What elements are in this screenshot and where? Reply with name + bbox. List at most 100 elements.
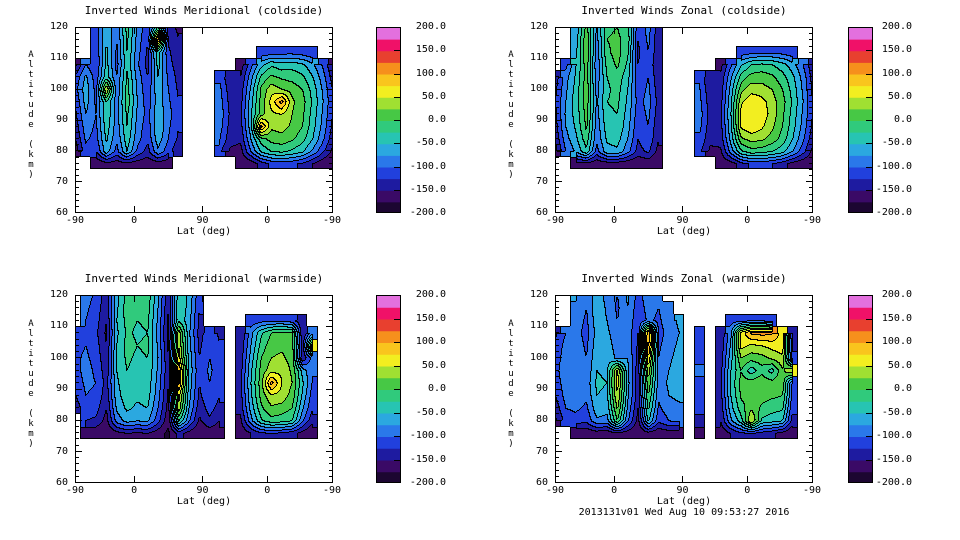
y-tick-label: 60 — [535, 207, 548, 218]
contour-canvas-meridional-coldside — [75, 27, 333, 213]
colorbar-tick-label: -100.0 — [875, 430, 912, 441]
colorbar-tick-label: 100.0 — [881, 67, 912, 79]
y-tick-label: 100 — [529, 351, 548, 363]
colorbar-tick-label: 200.0 — [415, 289, 446, 300]
x-axis-label: Lat (deg) — [656, 226, 712, 237]
colorbar-meridional-coldside — [376, 27, 401, 213]
colorbar-tick-label: 150.0 — [881, 312, 912, 324]
x-tick-label: 0 — [744, 485, 751, 496]
colorbar-tick-label: -50.0 — [881, 137, 912, 149]
colorbar-tick-label: -100.0 — [875, 160, 912, 172]
colorbar-tick-label: 200.0 — [881, 289, 912, 300]
x-tick-label: 90 — [676, 215, 689, 226]
colorbar-tick-label: -200.0 — [409, 477, 446, 488]
panel-title-meridional-warmside: Inverted Winds Meridional (warmside) — [84, 272, 324, 285]
colorbar-tick-label: 150.0 — [415, 44, 446, 56]
x-tick-label: 0 — [744, 215, 751, 226]
colorbar-tick-label: 100.0 — [415, 67, 446, 79]
colorbar-zonal-coldside — [848, 27, 873, 213]
x-tick-label: -90 — [322, 215, 342, 226]
contour-canvas-zonal-coldside — [555, 27, 813, 213]
y-tick-label: 90 — [535, 383, 548, 394]
y-tick-label: 70 — [535, 176, 548, 187]
colorbar-tick-label: 200.0 — [881, 21, 912, 32]
colorbar-tick-label: 0.0 — [893, 383, 912, 394]
colorbar-tick-label: -150.0 — [409, 183, 446, 195]
colorbar-tick-label: 50.0 — [887, 359, 912, 371]
colorbar-zonal-warmside — [848, 295, 873, 483]
y-tick-label: 100 — [529, 83, 548, 94]
colorbar-tick-label: -100.0 — [409, 430, 446, 441]
y-tick-label: 70 — [55, 176, 68, 187]
x-tick-label: 90 — [676, 485, 689, 496]
y-tick-label: 90 — [55, 383, 68, 394]
y-tick-label: 110 — [49, 320, 68, 332]
colorbar-tick-label: 50.0 — [421, 359, 446, 371]
colorbar-tick-label: -150.0 — [875, 453, 912, 465]
y-tick-label: 120 — [49, 21, 68, 32]
x-tick-label: 0 — [611, 215, 618, 226]
colorbar-tick-label: -100.0 — [409, 160, 446, 172]
y-tick-label: 60 — [535, 477, 548, 488]
y-tick-label: 60 — [55, 477, 68, 488]
colorbar-tick-label: -150.0 — [875, 183, 912, 195]
x-tick-label: 90 — [196, 485, 209, 496]
colorbar-tick-label: -50.0 — [415, 137, 446, 149]
y-tick-label: 100 — [49, 83, 68, 94]
y-tick-label: 110 — [49, 52, 68, 63]
colorbar-meridional-warmside — [376, 295, 401, 483]
y-tick-label: 100 — [49, 351, 68, 363]
y-tick-label: 80 — [535, 414, 548, 426]
x-tick-label: -90 — [545, 215, 565, 226]
y-tick-label: 80 — [55, 414, 68, 426]
x-tick-label: -90 — [802, 215, 822, 226]
y-tick-label: 120 — [529, 21, 548, 32]
y-tick-label: 70 — [55, 445, 68, 457]
y-tick-label: 110 — [529, 52, 548, 63]
colorbar-tick-label: 0.0 — [893, 114, 912, 125]
x-tick-label: -90 — [545, 485, 565, 496]
x-tick-label: -90 — [802, 485, 822, 496]
y-tick-label: 90 — [535, 114, 548, 125]
colorbar-tick-label: -150.0 — [409, 453, 446, 465]
y-tick-label: 120 — [49, 289, 68, 300]
colorbar-tick-label: 150.0 — [881, 44, 912, 56]
panel-title-meridional-coldside: Inverted Winds Meridional (coldside) — [84, 4, 324, 17]
x-tick-label: 0 — [264, 215, 271, 226]
contour-canvas-zonal-warmside — [555, 295, 813, 483]
timestamp: 2013131v01 Wed Aug 10 09:53:27 2016 — [578, 507, 790, 518]
y-tick-label: 120 — [529, 289, 548, 300]
colorbar-tick-label: 200.0 — [415, 21, 446, 32]
x-tick-label: 0 — [264, 485, 271, 496]
x-tick-label: 0 — [131, 485, 138, 496]
x-tick-label: 0 — [611, 485, 618, 496]
contour-canvas-meridional-warmside — [75, 295, 333, 483]
y-tick-label: 110 — [529, 320, 548, 332]
colorbar-tick-label: 100.0 — [881, 336, 912, 347]
colorbar-tick-label: -200.0 — [875, 477, 912, 488]
x-axis-label: Lat (deg) — [176, 226, 232, 237]
colorbar-tick-label: 0.0 — [427, 114, 446, 125]
y-tick-label: 70 — [535, 445, 548, 457]
colorbar-tick-label: -50.0 — [415, 406, 446, 418]
colorbar-tick-label: 100.0 — [415, 336, 446, 347]
y-tick-label: 60 — [55, 207, 68, 218]
x-tick-label: -90 — [65, 215, 85, 226]
colorbar-tick-label: 50.0 — [887, 90, 912, 102]
colorbar-tick-label: 150.0 — [415, 312, 446, 324]
y-tick-label: 80 — [55, 145, 68, 156]
y-tick-label: 80 — [535, 145, 548, 156]
x-tick-label: 0 — [131, 215, 138, 226]
y-tick-label: 90 — [55, 114, 68, 125]
x-tick-label: 90 — [196, 215, 209, 226]
panel-title-zonal-warmside: Inverted Winds Zonal (warmside) — [581, 272, 787, 285]
colorbar-tick-label: -50.0 — [881, 406, 912, 418]
x-axis-label: Lat (deg) — [176, 496, 232, 507]
colorbar-tick-label: 50.0 — [421, 90, 446, 102]
colorbar-tick-label: -200.0 — [875, 207, 912, 218]
